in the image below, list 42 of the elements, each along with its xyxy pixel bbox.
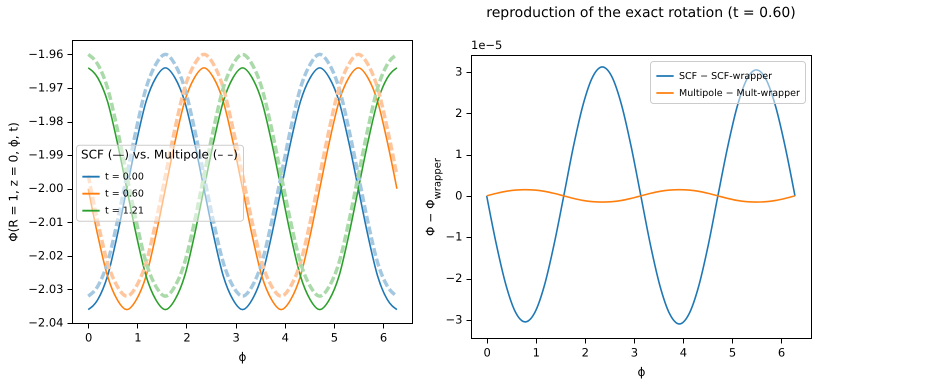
y-tick-label: −2.00 <box>28 181 64 196</box>
x-tick-label: 1 <box>134 330 142 344</box>
y-tick-label: 1 <box>455 147 462 162</box>
x-tick-label: 4 <box>680 346 688 360</box>
legend-label: t = 1.21 <box>105 206 144 217</box>
line-series <box>486 188 796 203</box>
x-tick-label: 5 <box>728 346 736 360</box>
legend-title: SCF (—) vs. Multipole (– –) <box>81 148 238 162</box>
legend-label: t = 0.60 <box>105 188 144 200</box>
text: 1e−5 <box>471 38 502 52</box>
x-tick-label: 1 <box>532 346 540 360</box>
x-tick-label: 2 <box>183 330 191 344</box>
x-tick-label: 6 <box>778 346 786 360</box>
y-tick-label: 0 <box>455 188 462 202</box>
y-tick-label: 2 <box>455 106 462 120</box>
x-tick-label: 0 <box>484 346 491 360</box>
x-tick-label: 2 <box>582 346 589 360</box>
y-tick-label: −1.97 <box>28 80 64 95</box>
y-tick-label: −1 <box>446 230 462 244</box>
x-tick-label: 4 <box>282 330 289 344</box>
y-tick-label: −1.99 <box>28 148 64 162</box>
x-tick-label: 0 <box>85 330 92 344</box>
y-tick-label: −2.03 <box>28 282 64 296</box>
chart-title: reproduction of the exact rotation (t = 0.60) <box>486 5 796 21</box>
legend-label: SCF − SCF-wrapper <box>679 71 772 82</box>
y-tick-label: −2 <box>446 271 462 286</box>
y-tick-label: 3 <box>455 64 462 78</box>
y-tick-label: −1.98 <box>28 114 64 128</box>
legend-label: t = 0.00 <box>105 172 144 183</box>
x-tick-label: 3 <box>232 330 240 344</box>
y-tick-label: −1.96 <box>28 46 64 61</box>
y-tick-label: −2.01 <box>28 214 64 229</box>
y-axis-title: Φ(R = 1, z = 0, ϕ, t) <box>6 122 20 242</box>
x-tick-label: 3 <box>630 346 638 360</box>
x-axis-title: ϕ <box>638 365 646 379</box>
legend-label: Multipole − Mult-wrapper <box>679 88 800 99</box>
x-tick-label: 6 <box>380 330 388 344</box>
y-tick-label: −2.02 <box>28 248 64 262</box>
y-tick-label: −3 <box>446 312 462 326</box>
x-axis-title: ϕ <box>238 350 247 364</box>
y-tick-label: −2.04 <box>28 316 64 330</box>
x-tick-label: 5 <box>330 330 338 344</box>
